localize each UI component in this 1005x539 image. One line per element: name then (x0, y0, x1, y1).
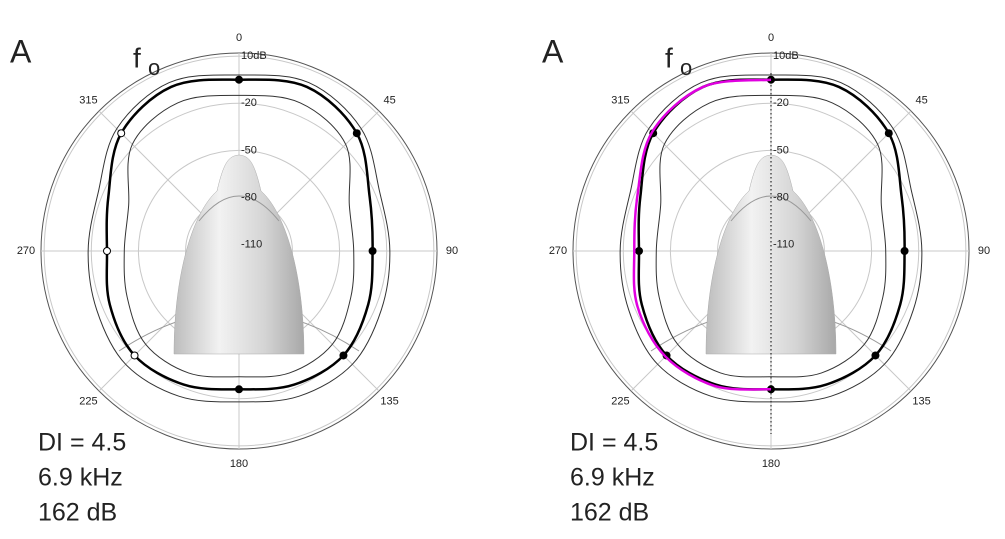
theta-tick-label: 135 (912, 396, 930, 408)
r-tick-label: -20 (241, 97, 257, 109)
theta-tick-label: 270 (17, 245, 35, 257)
annotation: 162 dB (570, 499, 649, 527)
r-tick-label: -80 (241, 191, 257, 203)
series-line (87, 74, 391, 403)
marker (103, 247, 111, 255)
annotation: 162 dB (38, 499, 117, 527)
panel-label: A (542, 33, 564, 69)
annotation: 6.9 kHz (570, 464, 655, 492)
marker (339, 351, 348, 360)
head-shape (173, 154, 305, 355)
title-subscript: o (680, 55, 692, 80)
theta-tick-label: 315 (611, 94, 629, 106)
marker (235, 75, 243, 84)
title: f (665, 42, 673, 73)
panel-label: A (10, 33, 32, 69)
marker (130, 351, 139, 360)
r-tick-label: -110 (241, 239, 262, 251)
theta-tick-label: 180 (230, 458, 248, 470)
r-tick-label: 10dB (773, 50, 799, 62)
marker (117, 129, 126, 138)
theta-tick-label: 225 (79, 396, 97, 408)
series-line (632, 78, 772, 391)
r-tick-label: -20 (773, 97, 789, 109)
head-ridge (198, 195, 280, 222)
theta-tick-label: 0 (236, 32, 242, 44)
r-tick-label: -80 (773, 191, 789, 203)
annotation: DI = 4.5 (570, 429, 658, 457)
r-tick-label: -50 (241, 144, 257, 156)
head-ridge (730, 195, 812, 222)
title: f (133, 42, 141, 73)
theta-tick-label: 0 (768, 32, 774, 44)
r-tick-label: 10dB (241, 50, 267, 62)
marker (352, 129, 361, 138)
marker (635, 247, 643, 255)
series-line (123, 94, 355, 378)
theta-tick-label: 45 (383, 94, 395, 106)
marker (884, 129, 893, 138)
marker (235, 385, 243, 394)
r-tick-label: -50 (773, 144, 789, 156)
polar-chart: 10dB -20 -50 -80 -110 0 45 90 135 180 225 270 315 A f o… (542, 32, 990, 527)
theta-tick-label: 315 (79, 94, 97, 106)
series-line (655, 94, 887, 378)
r-tick-label: -110 (773, 239, 794, 251)
theta-tick-label: 270 (549, 245, 567, 257)
series-line (619, 74, 923, 403)
theta-tick-label: 135 (380, 396, 398, 408)
marker (368, 247, 377, 255)
title-subscript: o (148, 55, 160, 80)
polar-chart: 10dB -20 -50 -80 -110 0 45 90 135 180 225 270 315 A f o… (10, 32, 458, 527)
annotation: 6.9 kHz (38, 464, 123, 492)
annotation: DI = 4.5 (38, 429, 126, 457)
theta-tick-label: 90 (978, 245, 990, 257)
theta-tick-label: 45 (915, 94, 927, 106)
theta-tick-label: 90 (446, 245, 458, 257)
theta-tick-label: 225 (611, 396, 629, 408)
marker (871, 351, 880, 360)
theta-tick-label: 180 (762, 458, 780, 470)
marker (900, 247, 909, 255)
